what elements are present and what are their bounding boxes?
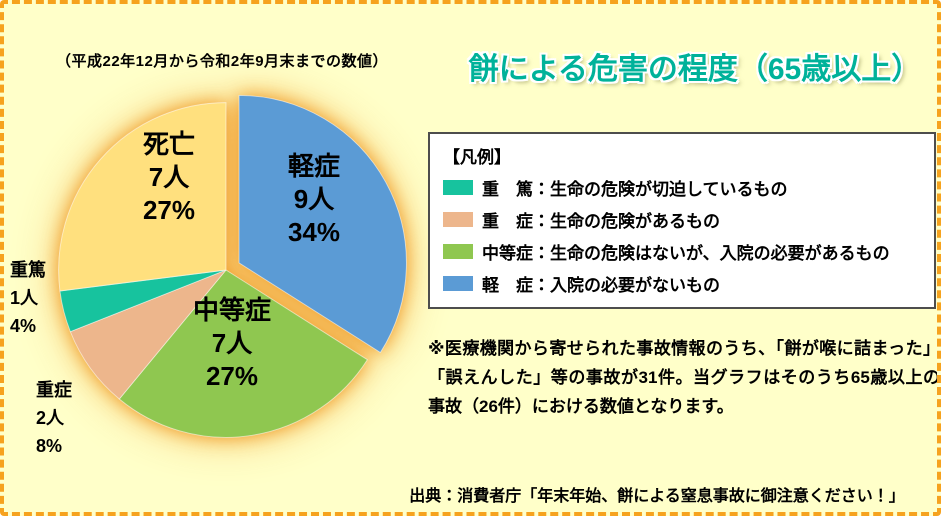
slice-percent: 27% [142, 195, 196, 225]
legend-swatch-jutoku [443, 180, 473, 195]
pie-label-keisho: 軽症 9人 34% [254, 150, 374, 249]
slice-percent: 4% [10, 316, 37, 336]
pie-chart [58, 94, 407, 438]
footnote: ※医療機関から寄せられた事故情報のうち、「餅が喉に詰まった」「誤えんした」等の事… [428, 339, 940, 417]
slice-percent: 27% [205, 361, 259, 391]
slice-count: 7人 [148, 162, 190, 192]
slice-name: 重篤 [10, 260, 46, 280]
pie-label-jutoku: 重篤 1人 4% [10, 256, 90, 340]
slice-percent: 34% [287, 217, 341, 247]
period-note: （平成22年12月から令和2年9月末までの数値） [56, 53, 389, 70]
legend-box: 【凡例】 重 篤：生命の危険が切迫しているもの 重 症：生命の危険があるもの 中… [428, 132, 936, 309]
slice-count: 2人 [36, 408, 65, 428]
pie-label-shibo: 死亡 7人 27% [109, 128, 229, 227]
legend-swatch-jusho [443, 212, 473, 227]
pie-slice-中等症 [118, 269, 368, 438]
pie-slice-軽症 [238, 94, 407, 354]
slice-name: 中等症 [192, 295, 271, 325]
legend-label: 重 症：生命の危険があるもの [482, 212, 720, 231]
page-title: 餅による危害の程度（65歳以上） [468, 53, 922, 86]
slice-count: 1人 [10, 288, 39, 308]
legend-row: 軽 症：入院の必要がないもの [443, 271, 921, 296]
slice-percent: 8% [36, 436, 63, 456]
legend-label: 重 篤：生命の危険が切迫しているもの [482, 180, 788, 199]
legend-row: 重 症：生命の危険があるもの [443, 207, 921, 232]
legend-row: 重 篤：生命の危険が切迫しているもの [443, 175, 921, 200]
legend-title: 【凡例】 [443, 148, 511, 167]
source-line: 出典：消費者庁「年末年始、餅による窒息事故に御注意ください！」 [409, 488, 905, 505]
legend-row: 中等症：生命の危険はないが、入院の必要があるもの [443, 239, 921, 264]
slice-count: 9人 [293, 184, 335, 214]
legend-label: 中等症：生命の危険はないが、入院の必要があるもの [482, 244, 890, 263]
legend-label: 軽 症：入院の必要がないもの [482, 276, 720, 295]
legend-swatch-keisho [443, 276, 473, 291]
pie-label-chutosho: 中等症 7人 27% [162, 294, 302, 393]
pie-label-jusho: 重症 2人 8% [36, 376, 116, 460]
slice-name: 軽症 [287, 151, 340, 181]
slice-name: 重症 [36, 380, 72, 400]
slice-count: 7人 [211, 328, 253, 358]
legend-swatch-chutosho [443, 244, 473, 259]
pie-slice-死亡 [58, 102, 227, 292]
slice-name: 死亡 [142, 129, 195, 159]
